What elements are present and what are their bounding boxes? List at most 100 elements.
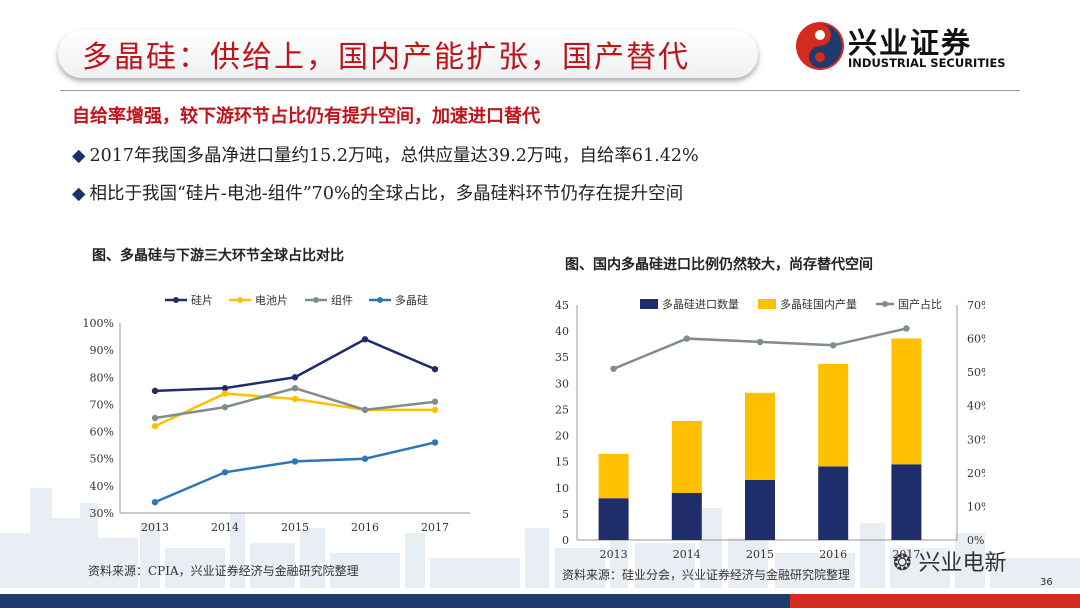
data-point	[431, 406, 439, 414]
page-title: 多晶硅：供给上，国内产能扩张，国产替代	[82, 40, 690, 75]
bar-多晶硅国内产量	[671, 420, 702, 493]
data-point	[683, 335, 690, 342]
data-point	[291, 458, 299, 465]
y-tick-label: 30%	[90, 507, 114, 520]
data-point	[830, 342, 837, 349]
logo-en-text: INDUSTRIAL SECURITIES	[848, 56, 1006, 70]
data-point	[756, 338, 764, 346]
bar-多晶硅国内产量	[598, 453, 629, 499]
wechat-icon: ❂	[893, 551, 912, 576]
data-point	[151, 422, 159, 430]
footer-bar-blue	[0, 594, 790, 608]
wechat-account-name: 兴业电新	[918, 551, 1007, 576]
series-line-国产占比	[613, 327, 907, 370]
y-tick-label: 25	[555, 403, 569, 416]
y-tick-label: 60%	[90, 426, 114, 439]
bullet-text: 相比于我国“硅片-电池-组件”70%的全球占比，多晶硅料环节仍存在提升空间	[89, 184, 684, 204]
diamond-icon: ◆	[72, 184, 86, 204]
chart2-source: 资料来源：硅业分会，兴业证券经济与金融研究院整理	[562, 568, 851, 582]
data-point	[221, 390, 229, 397]
legend-swatch	[758, 299, 776, 309]
bullet-item: ◆ 相比于我国“硅片-电池-组件”70%的全球占比，多晶硅料环节仍存在提升空间	[72, 180, 683, 205]
data-point	[151, 498, 159, 506]
data-point	[291, 384, 299, 392]
legend-label: 电池片	[255, 294, 288, 307]
series-line-硅片	[154, 337, 436, 393]
section-subtitle: 自给率增强，较下游环节占比仍有提升空间，加速进口替代	[72, 106, 540, 127]
y2-tick-label: 50%	[967, 366, 985, 379]
data-point	[151, 414, 159, 422]
data-point	[431, 439, 439, 446]
page-number: 36	[1040, 577, 1053, 588]
y-tick-label: 35	[555, 351, 569, 364]
chart2-title: 图、国内多晶硅进口比例仍然较大，尚存替代空间	[565, 257, 873, 273]
legend-marker	[173, 297, 179, 303]
y-tick-label: 50%	[90, 453, 114, 466]
x-tick-label: 2014	[211, 521, 239, 534]
chart1-title: 图、多晶硅与下游三大环节全球占比对比	[92, 248, 344, 264]
bar-多晶硅国内产量	[818, 364, 849, 467]
y2-tick-label: 20%	[967, 467, 985, 480]
data-point	[291, 374, 299, 381]
x-tick-label: 2017	[892, 548, 920, 561]
y-tick-label: 70%	[90, 398, 114, 411]
y2-tick-label: 60%	[967, 333, 985, 346]
legend-label: 多晶硅	[395, 293, 428, 307]
data-point	[361, 406, 369, 414]
y-tick-label: 15	[555, 456, 569, 469]
series-line-多晶硅	[154, 441, 436, 504]
series-line-组件	[154, 386, 436, 420]
bar-多晶硅国内产量	[891, 338, 922, 465]
title-banner: 多晶硅：供给上，国内产能扩张，国产替代	[58, 30, 758, 78]
y2-tick-label: 70%	[967, 299, 985, 312]
y2-tick-label: 0%	[967, 534, 984, 547]
bar-多晶硅进口数量	[891, 464, 922, 540]
bullet-text: 2017年我国多晶净进口量约15.2万吨，总供应量达39.2万吨，自给率61.4…	[89, 146, 699, 166]
y2-tick-label: 30%	[967, 433, 985, 446]
y-tick-label: 90%	[90, 344, 114, 357]
footer-bar-red	[790, 594, 1080, 608]
line-chart-global-share: 30% 40% 50% 60% 70% 80% 90% 100% 2013 2014 2015 201…	[83, 293, 470, 534]
data-point	[221, 384, 229, 392]
bar-chart-polysilicon-supply: 0 5 10 15 20 25 30 35 40 45 0% 10% 20% 30% 40% 50% 60% 70…	[555, 297, 985, 561]
data-point	[361, 455, 369, 462]
logo-cn-text: 兴业证券	[848, 26, 973, 60]
x-tick-label: 2013	[600, 548, 628, 561]
y-tick-label: 0	[562, 534, 569, 547]
chart1-source: 资料来源：CPIA，兴业证券经济与金融研究院整理	[88, 564, 359, 578]
data-point	[431, 398, 439, 405]
bar-多晶硅进口数量	[745, 479, 775, 540]
y2-tick-label: 10%	[967, 500, 985, 513]
y-tick-label: 40%	[90, 480, 114, 493]
y-tick-label: 45	[555, 299, 569, 312]
data-point	[903, 325, 910, 332]
x-tick-label: 2016	[351, 521, 379, 534]
data-point	[221, 469, 229, 476]
y-tick-label: 100%	[83, 317, 114, 330]
y-tick-label: 80%	[90, 371, 114, 384]
legend-marker	[882, 301, 888, 307]
x-tick-label: 2017	[421, 521, 449, 534]
bullet-item: ◆ 2017年我国多晶净进口量约15.2万吨，总供应量达39.2万吨，自给率61.…	[72, 142, 699, 167]
wechat-watermark: ❂ 兴业电新	[893, 545, 1006, 577]
y-tick-label: 40	[555, 325, 569, 338]
legend-marker	[313, 297, 319, 303]
legend-marker	[237, 297, 243, 303]
legend-label: 组件	[331, 293, 353, 307]
y-tick-label: 10	[555, 482, 569, 495]
header-divider	[60, 90, 1020, 91]
x-tick-label: 2014	[673, 548, 701, 561]
y-tick-label: 5	[562, 508, 569, 521]
y-tick-label: 20	[555, 430, 569, 443]
legend-label: 多晶硅国内产量	[780, 297, 857, 311]
data-point	[610, 365, 617, 372]
bar-多晶硅国内产量	[745, 392, 775, 480]
company-logo-icon	[796, 22, 844, 70]
y-tick-label: 30	[555, 377, 569, 390]
legend-swatch	[640, 299, 658, 309]
legend-label: 多晶硅进口数量	[662, 297, 739, 311]
legend-label: 国产占比	[898, 297, 942, 311]
bar-多晶硅进口数量	[671, 493, 702, 540]
data-point	[221, 403, 229, 411]
x-tick-label: 2013	[141, 521, 169, 534]
